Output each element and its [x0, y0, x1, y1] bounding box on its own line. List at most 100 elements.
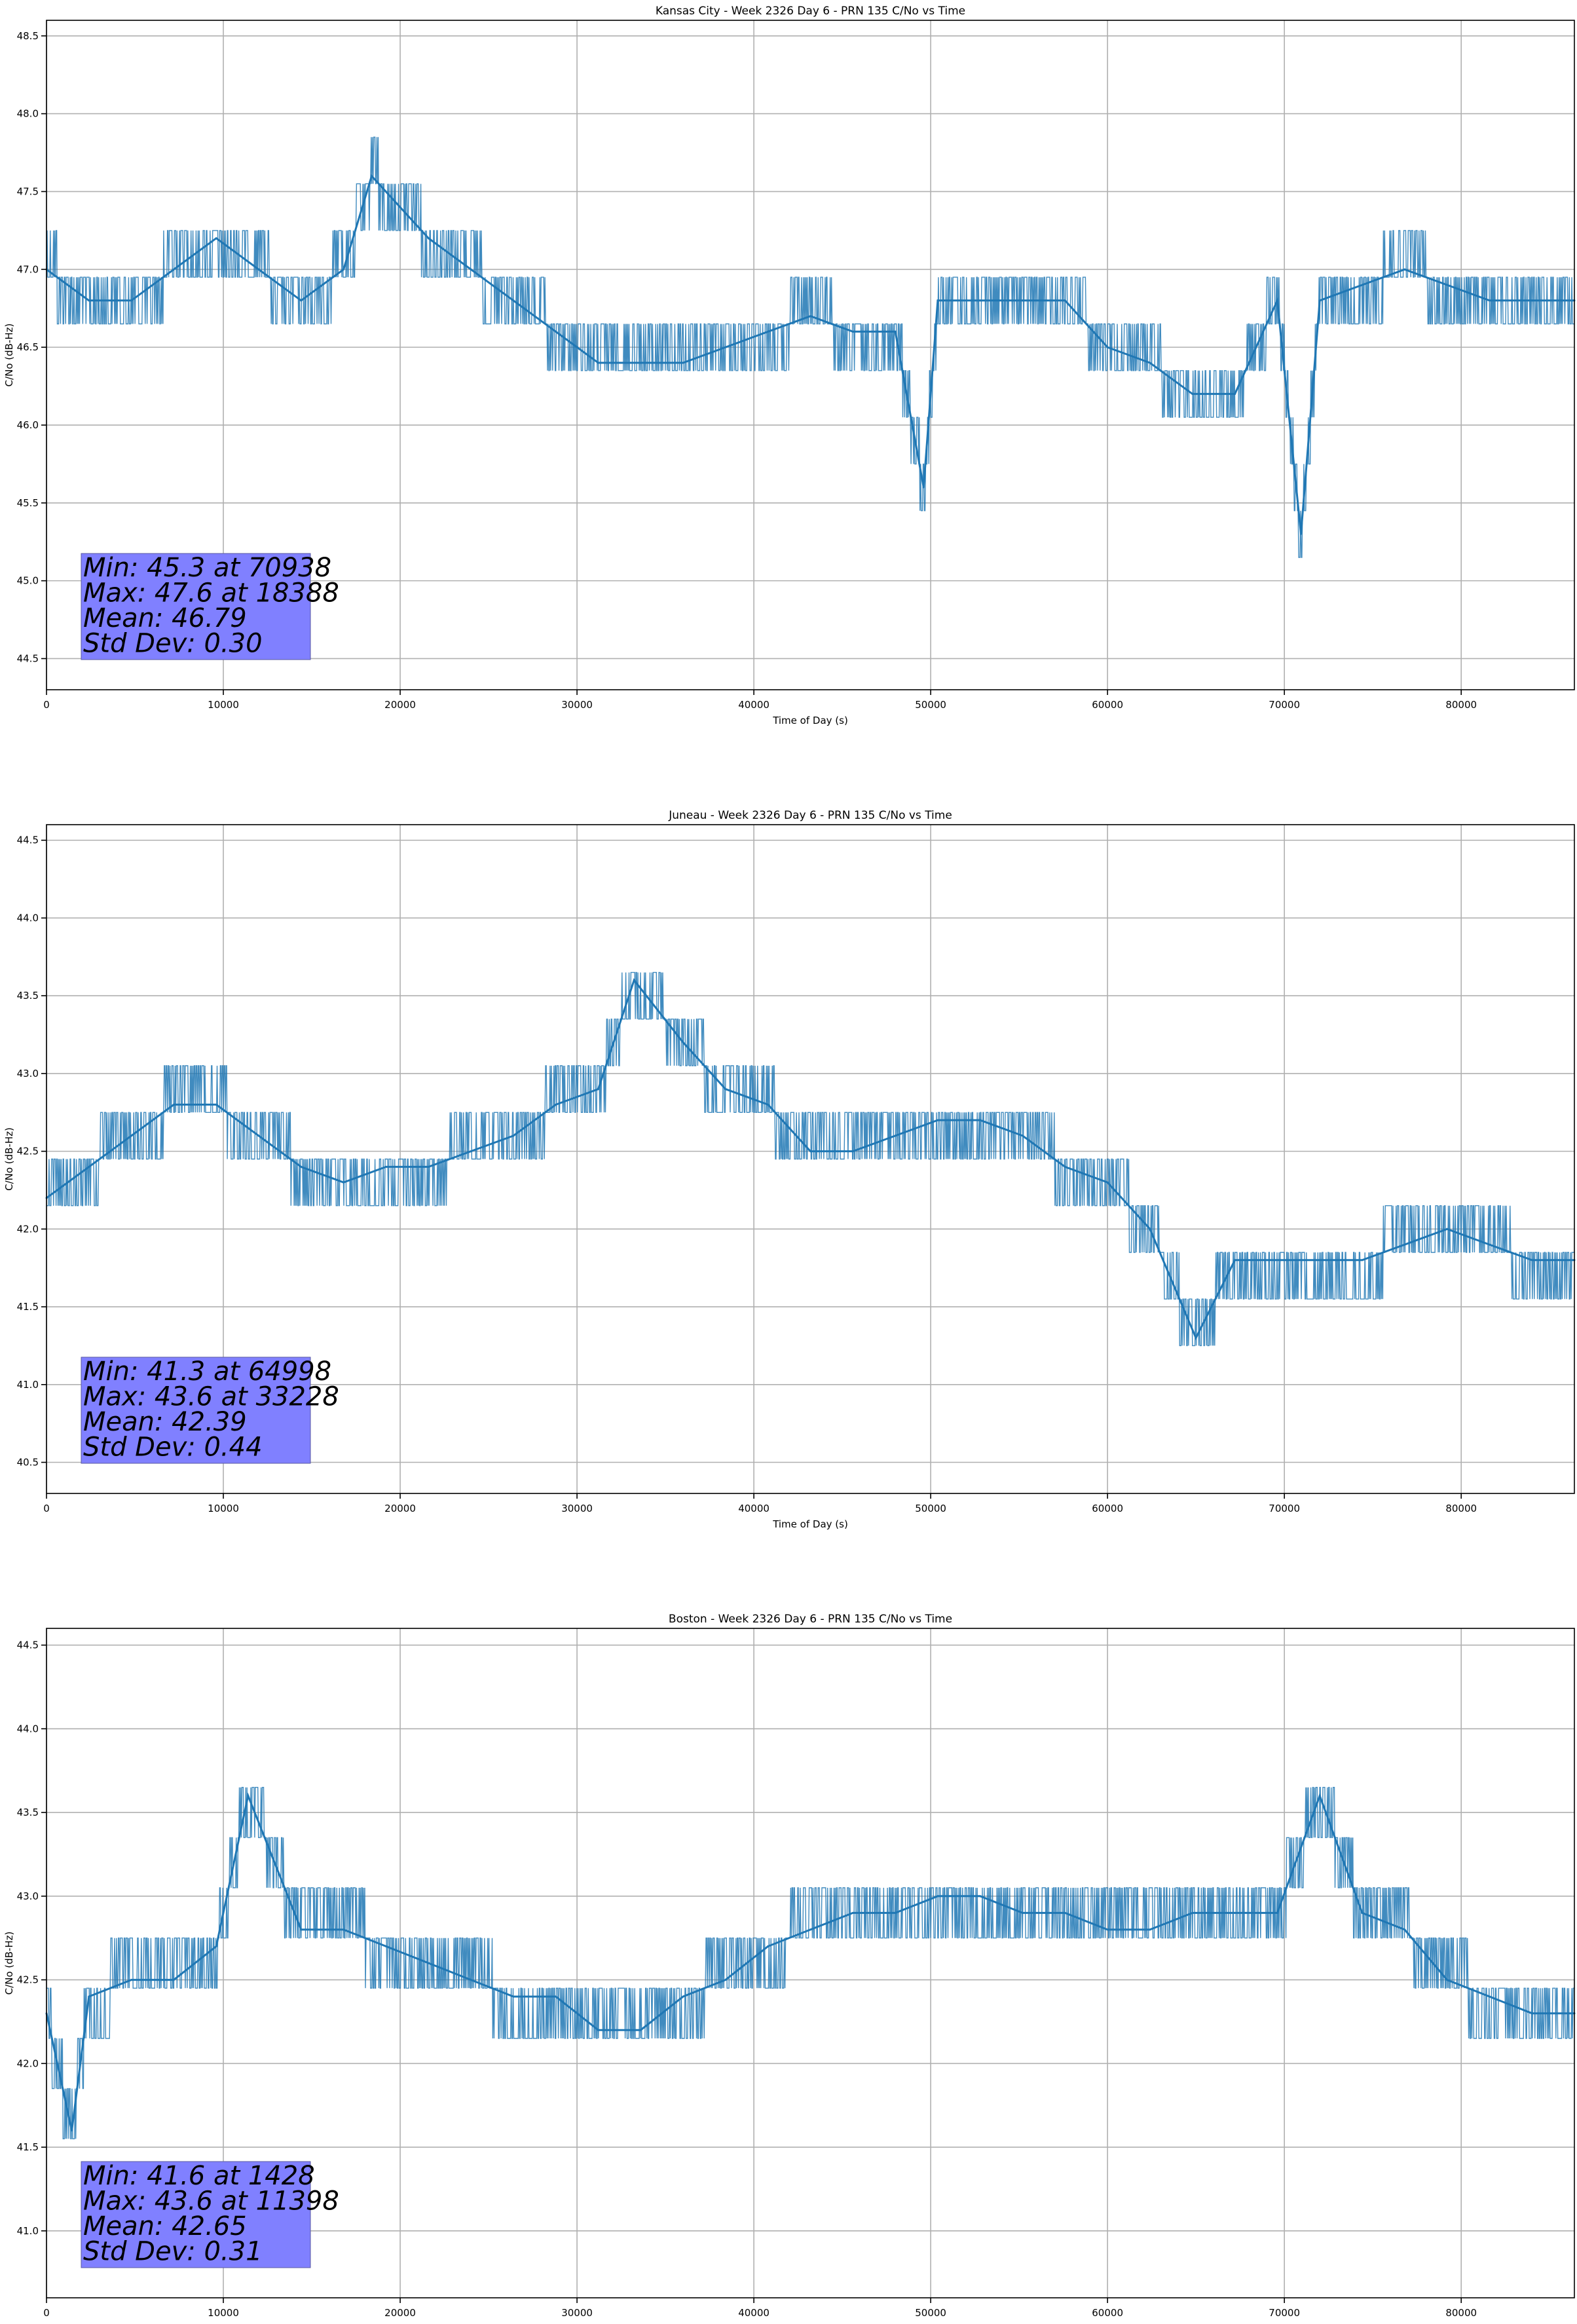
data-point — [979, 299, 982, 302]
data-point — [215, 1103, 217, 1106]
x-tick-label: 30000 — [561, 699, 593, 711]
data-point — [1064, 1911, 1066, 1914]
y-tick-label: 45.5 — [17, 497, 39, 509]
y-tick-label: 40.5 — [17, 1457, 39, 1469]
data-point — [1149, 1228, 1151, 1230]
data-point — [937, 1119, 939, 1121]
x-tick-label: 0 — [43, 1503, 50, 1514]
data-point — [470, 268, 472, 271]
data-point — [371, 175, 373, 178]
data-point — [130, 299, 133, 302]
data-point — [979, 1119, 982, 1121]
x-tick-label: 80000 — [1445, 699, 1477, 711]
data-point — [937, 1895, 939, 1898]
data-point — [1276, 1259, 1278, 1262]
data-point — [979, 1895, 982, 1898]
data-point — [724, 1088, 727, 1091]
data-point — [172, 1979, 175, 1981]
x-tick-label: 50000 — [915, 1503, 946, 1514]
stats-box-background — [81, 2161, 311, 2268]
stats-mean: Mean: 42.39 — [83, 1407, 247, 1437]
data-point — [767, 1945, 770, 1947]
data-point — [1403, 1928, 1406, 1931]
stats-max: Max: 43.6 at 11398 — [83, 2186, 339, 2217]
data-point — [384, 1945, 387, 1947]
x-tick-label: 30000 — [561, 2307, 593, 2319]
x-axis-label: Time of Day (s) — [772, 2323, 848, 2324]
data-point — [88, 1165, 90, 1168]
data-point — [1191, 1911, 1194, 1914]
y-axis-label: C/No (dB-Hz) — [3, 1127, 15, 1191]
data-point — [682, 1041, 684, 1043]
data-point — [555, 1995, 557, 1998]
x-tick-label: 20000 — [384, 2307, 416, 2319]
data-point — [597, 362, 599, 364]
y-tick-label: 43.0 — [17, 1890, 39, 1902]
stats-max: Max: 43.6 at 33228 — [83, 1382, 339, 1412]
data-point — [470, 1979, 472, 1981]
data-point — [1446, 284, 1449, 286]
x-tick-label: 40000 — [738, 2307, 770, 2319]
data-point — [1106, 1928, 1109, 1931]
data-point — [851, 330, 854, 333]
series-band — [46, 136, 1574, 558]
data-point — [247, 1795, 250, 1797]
y-tick-label: 43.5 — [17, 1807, 39, 1818]
data-point — [130, 1979, 133, 1981]
axes-frame — [46, 824, 1575, 1494]
x-tick-label: 50000 — [915, 699, 946, 711]
data-point — [894, 330, 897, 333]
data-point — [343, 1928, 345, 1931]
data-point — [1403, 268, 1406, 271]
stats-std-dev: Std Dev: 0.44 — [83, 1433, 263, 1463]
data-point — [1149, 362, 1151, 364]
data-point — [1195, 1337, 1197, 1340]
data-point — [470, 1150, 472, 1153]
data-point — [88, 299, 90, 302]
data-point — [300, 1165, 303, 1168]
stats-box-background — [81, 1357, 311, 1464]
data-point — [300, 299, 303, 302]
data-point — [1318, 1259, 1321, 1262]
x-tick-label: 0 — [43, 699, 50, 711]
data-point — [512, 1995, 515, 1998]
y-tick-label: 41.5 — [17, 2141, 39, 2153]
stats-mean: Mean: 46.79 — [83, 603, 247, 633]
data-point — [1234, 1259, 1236, 1262]
data-point — [1276, 1911, 1278, 1914]
chart-panel-1: 0 10000 20000 30000 40000 50000 60000 70000 8000… — [3, 5, 1576, 726]
data-point — [555, 330, 557, 333]
chart-title: Boston - Week 2326 Day 6 - PRN 135 C/No … — [669, 1613, 952, 1626]
chart-title: Kansas City - Week 2326 Day 6 - PRN 135 … — [656, 5, 965, 18]
x-tick-label: 10000 — [208, 1503, 239, 1514]
data-point — [1064, 299, 1066, 302]
data-point — [894, 1911, 897, 1914]
x-tick-label: 20000 — [384, 699, 416, 711]
series-band — [46, 971, 1574, 1347]
data-point — [1191, 392, 1194, 395]
y-tick-label: 48.5 — [17, 30, 39, 42]
data-point — [71, 2129, 73, 2131]
y-axis-label: C/No (dB-Hz) — [3, 1932, 15, 1995]
x-tick-label: 30000 — [561, 1503, 593, 1514]
data-point — [1361, 1259, 1364, 1262]
data-point — [343, 1181, 345, 1184]
data-point — [1022, 1911, 1024, 1914]
y-tick-label: 46.5 — [17, 341, 39, 353]
x-tick-label: 70000 — [1269, 2307, 1300, 2319]
y-tick-label: 42.5 — [17, 1974, 39, 1986]
data-point — [172, 1103, 175, 1106]
data-point — [384, 1165, 387, 1168]
data-point — [1446, 1979, 1449, 1981]
data-point — [639, 2029, 642, 2031]
x-axis-label: Time of Day (s) — [772, 1518, 848, 1530]
data-point — [215, 237, 217, 240]
data-point — [1488, 1995, 1491, 1998]
data-point — [1361, 1911, 1364, 1914]
data-point — [1234, 1911, 1236, 1914]
x-tick-label: 80000 — [1445, 2307, 1477, 2319]
y-tick-label: 44.5 — [17, 834, 39, 846]
data-point — [809, 1150, 811, 1153]
